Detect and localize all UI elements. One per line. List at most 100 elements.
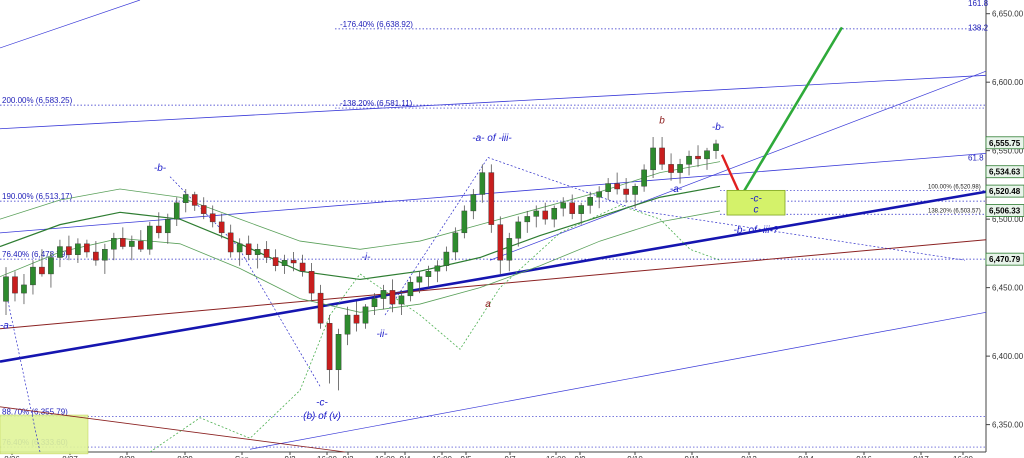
fib-level-label: 200.00% (6,583.25) — [2, 96, 73, 105]
y-tick-label: 6,550.00 — [992, 147, 1024, 156]
x-tick-label: 9/4 — [399, 455, 411, 458]
candle-body — [326, 323, 333, 371]
candle-body — [632, 186, 638, 195]
wave-label: -a- of -iii- — [472, 133, 512, 144]
fib-level-label: 76.40% (6,478.79) — [2, 250, 68, 259]
candle-body — [57, 246, 63, 258]
y-tick-label: 6,450.00 — [992, 284, 1024, 293]
wave-label: -c- — [750, 193, 762, 204]
candle-body — [281, 260, 288, 266]
y-tick-label: 6,500.00 — [992, 215, 1024, 224]
wave-label: -a- — [0, 321, 13, 332]
candle-body — [533, 210, 540, 217]
x-tick-label: 9/17 — [913, 455, 929, 458]
wave-label: -b- — [712, 122, 725, 133]
wave-label: b — [659, 115, 665, 126]
candle-body — [623, 188, 629, 195]
candle-body — [596, 191, 602, 198]
wave-connector — [384, 157, 489, 316]
candle-body — [371, 298, 378, 308]
candle-body — [713, 143, 719, 151]
ma-dotted — [149, 205, 721, 453]
fib-level-label: 100.00% (6,520.98) — [928, 184, 981, 190]
brown-trendline-lower — [0, 406, 346, 453]
candle-body — [506, 238, 513, 261]
candle-body — [84, 243, 90, 253]
wave-label: c — [754, 204, 759, 215]
candle-body — [614, 183, 620, 190]
candle-body — [111, 238, 117, 250]
candle-body — [695, 155, 701, 160]
edge-label: 61.8 — [968, 154, 984, 163]
x-tick-label: 8/26 — [4, 455, 20, 458]
wave-label: -b- — [154, 163, 167, 174]
x-tick-label: 9/11 — [685, 455, 701, 458]
candle-body — [569, 202, 576, 214]
x-tick-label: 9/10 — [627, 455, 643, 458]
candle-body — [200, 205, 207, 214]
candle-body — [389, 290, 396, 305]
x-tick-label: 8/29 — [177, 455, 193, 458]
edge-label: 161.8 — [968, 0, 989, 8]
x-tick-label: 8/27 — [62, 455, 78, 458]
wave-connector — [487, 157, 641, 212]
fib-level-label: 88.70% (6,355.79) — [2, 408, 68, 417]
candle-body — [182, 194, 189, 203]
trend-line-steep — [489, 70, 987, 261]
channel-line-top-left — [0, 0, 141, 49]
candle-body — [542, 210, 549, 220]
candle-body — [209, 213, 216, 223]
wave-label: a — [485, 299, 491, 310]
candle-body — [299, 262, 306, 272]
x-tick-label: 9/9 — [574, 455, 586, 458]
candle-body — [470, 194, 477, 212]
x-tick-label: Sep — [235, 455, 250, 458]
candle-body — [66, 246, 72, 255]
candle-body — [578, 205, 584, 214]
candle-body — [129, 240, 135, 247]
candle-body — [138, 240, 144, 250]
candle-body — [425, 271, 432, 277]
price-badge-label: 6,520.48 — [989, 187, 1021, 196]
candle-body — [434, 265, 441, 272]
candle-body — [290, 260, 297, 264]
candle-body — [461, 210, 468, 234]
fib-level-label: -176.40% (6,638.92) — [340, 20, 413, 29]
wave-label: (b) of (v) — [303, 411, 341, 422]
price-badge — [985, 204, 1024, 217]
y-tick-label: 6,400.00 — [992, 352, 1024, 361]
candle-body — [146, 225, 153, 250]
main-support-trendline — [0, 190, 987, 363]
candle-body — [677, 164, 683, 173]
candle-body — [236, 243, 243, 253]
channel-line-lower — [249, 311, 987, 450]
candle-body — [21, 284, 27, 294]
candle-body — [641, 169, 647, 187]
price-badge-label: 6,506.33 — [989, 206, 1021, 215]
candle-body — [479, 172, 486, 195]
candle-body — [335, 334, 342, 371]
x-tick-label: 16:00 — [546, 455, 567, 458]
projection-green — [740, 26, 844, 196]
wave-connector — [7, 301, 41, 453]
candle-body — [560, 202, 567, 209]
candle-body — [191, 194, 198, 206]
candle-body — [686, 155, 692, 165]
price-badge — [985, 165, 1024, 179]
candle-body — [362, 306, 369, 324]
candle-body — [452, 232, 459, 253]
fib-level-label: 138.20% (6,503.57) — [928, 208, 981, 214]
edge-label: 138.2 — [968, 23, 989, 32]
candle-body — [380, 290, 387, 299]
candle-body — [30, 266, 36, 286]
price-badge — [985, 252, 1024, 266]
wave-label: -b- of -iii-? — [733, 225, 778, 236]
candle-body — [398, 295, 405, 305]
wave-label: -c- — [316, 397, 328, 408]
y-tick-label: 6,350.00 — [992, 421, 1024, 430]
ma-mid — [0, 185, 721, 281]
candle-body — [120, 238, 126, 247]
brown-trendline — [0, 239, 987, 330]
